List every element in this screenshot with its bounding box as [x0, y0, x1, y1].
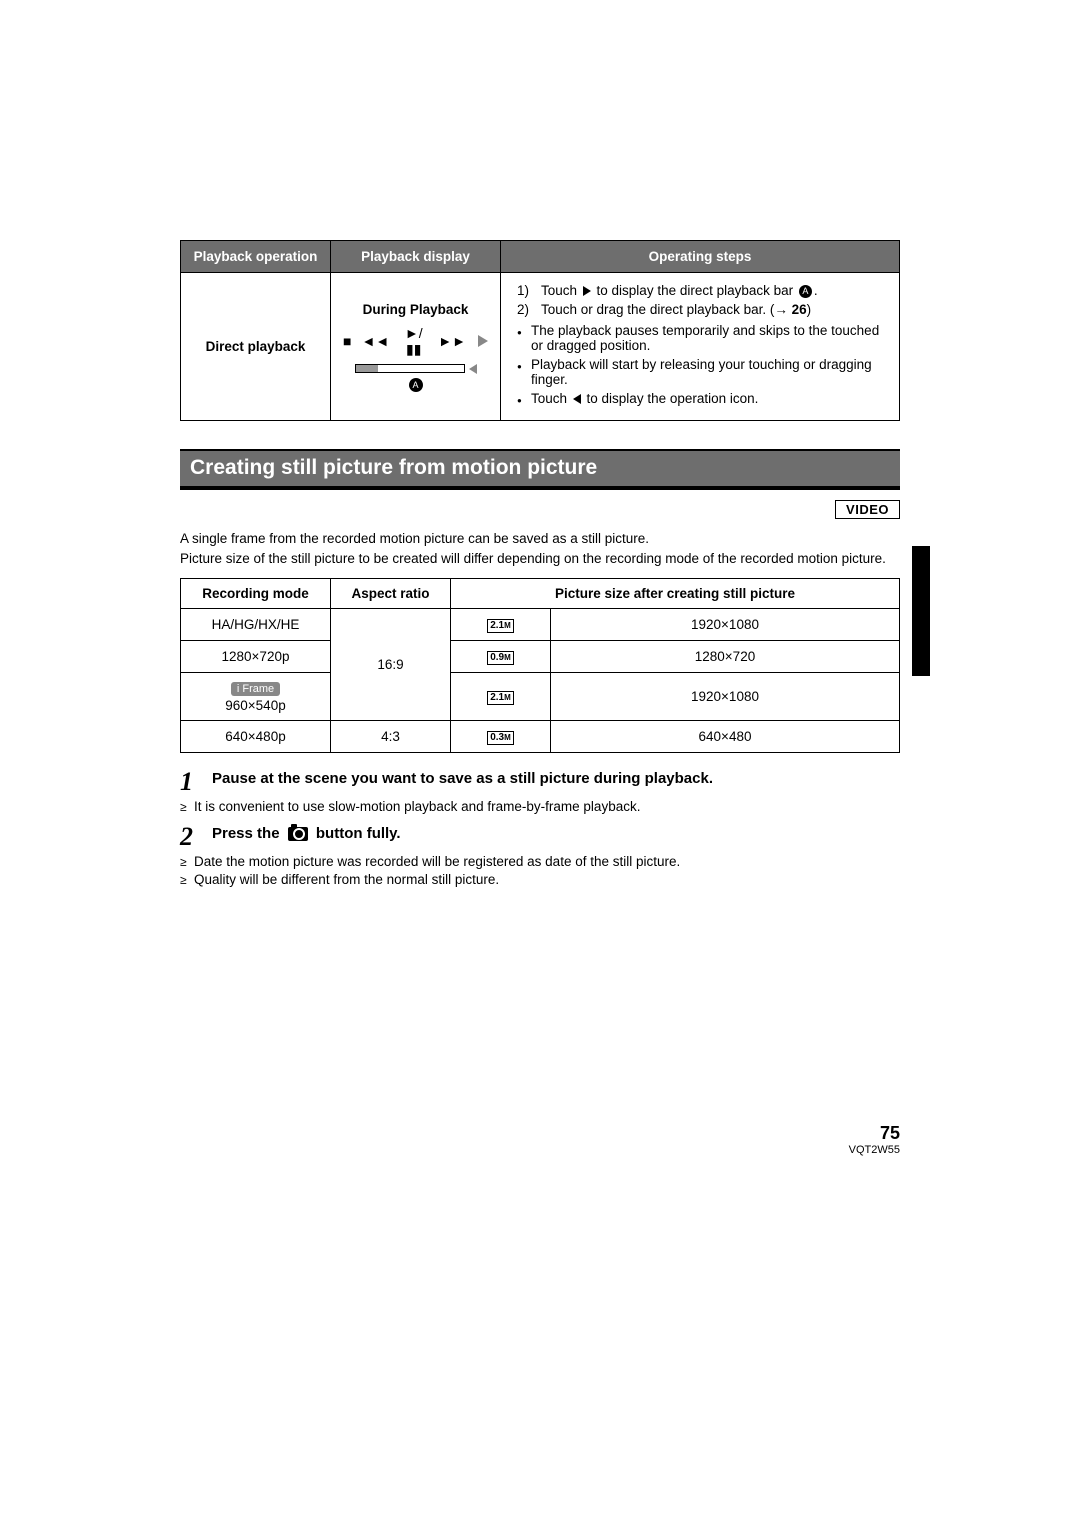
side-tab: [912, 546, 930, 676]
step-bullet: Date the motion picture was recorded wil…: [180, 854, 900, 869]
play-pause-icon: ►/▮▮: [399, 325, 428, 358]
page-number: 75: [849, 1123, 900, 1144]
mp-unit: M: [504, 693, 511, 702]
camera-icon: [288, 827, 308, 841]
step-close: ): [807, 302, 812, 317]
step-num: 1): [517, 283, 529, 298]
table-row: HA/HG/HX/HE 16:9 2.1M 1920×1080: [181, 609, 900, 641]
title-pre: Press the: [212, 825, 284, 842]
mp-value: 2.1: [490, 692, 504, 703]
step-num: 2): [517, 302, 529, 317]
page-footer: 75 VQT2W55: [849, 1123, 900, 1156]
th-steps: Operating steps: [501, 241, 900, 273]
intro-line: Picture size of the still picture to be …: [180, 549, 900, 569]
intro-line: A single frame from the recorded motion …: [180, 529, 900, 549]
stop-icon: ■: [343, 333, 351, 349]
cell-mode: i Frame 960×540p: [181, 673, 331, 721]
mp-unit: M: [504, 653, 511, 662]
mp-unit: M: [504, 733, 511, 742]
table-row: 1280×720p 0.9M 1280×720: [181, 641, 900, 673]
final-post: to display the operation icon.: [583, 391, 759, 406]
th-display: Playback display: [331, 241, 501, 273]
step-bullet-final: Touch to display the operation icon.: [517, 391, 887, 406]
progress-arrow-icon: [469, 364, 477, 374]
cell-mode: 1280×720p: [181, 641, 331, 673]
cell-mp: 2.1M: [451, 609, 551, 641]
table-row: i Frame 960×540p 2.1M 1920×1080: [181, 673, 900, 721]
cell-size: 1920×1080: [551, 673, 900, 721]
step-number: 2: [180, 824, 202, 850]
cell-steps: 1) Touch to display the direct playback …: [501, 273, 900, 421]
cell-size: 1920×1080: [551, 609, 900, 641]
th-mode: Recording mode: [181, 579, 331, 609]
step-bullet: Playback will start by releasing your to…: [517, 357, 887, 387]
cell-mp: 0.9M: [451, 641, 551, 673]
next-icon: [478, 335, 488, 347]
step-tail: .: [814, 283, 818, 298]
progress-fill: [356, 365, 378, 372]
cell-mode: HA/HG/HX/HE: [181, 609, 331, 641]
step-numbered-1: 1) Touch to display the direct playback …: [517, 283, 887, 298]
progress-bar-wrap: [343, 364, 488, 374]
iframe-badge: i Frame: [231, 682, 280, 696]
video-badge: VIDEO: [835, 500, 900, 519]
cell-mp: 2.1M: [451, 673, 551, 721]
table-row: 640×480p 4:3 0.3M 640×480: [181, 721, 900, 753]
final-pre: Touch: [531, 391, 571, 406]
step-1: 1 Pause at the scene you want to save as…: [180, 769, 900, 814]
th-operation: Playback operation: [181, 241, 331, 273]
mp-value: 2.1: [490, 620, 504, 631]
during-playback-label: During Playback: [343, 302, 488, 317]
step-bullet: It is convenient to use slow-motion play…: [180, 799, 900, 814]
step-2: 2 Press the button fully. Date the motio…: [180, 824, 900, 887]
play-arrow-icon: [583, 286, 591, 296]
forward-icon: ►►: [438, 333, 466, 349]
intro-text: A single frame from the recorded motion …: [180, 529, 900, 568]
step-bullet: Quality will be different from the norma…: [180, 872, 900, 887]
cell-size: 640×480: [551, 721, 900, 753]
cell-aspect: 4:3: [331, 721, 451, 753]
step-numbered-2: 2) Touch or drag the direct playback bar…: [517, 302, 887, 317]
rewind-icon: ◄◄: [361, 333, 389, 349]
cell-mode: 640×480p: [181, 721, 331, 753]
th-result: Picture size after creating still pictur…: [451, 579, 900, 609]
page-ref: → 26: [774, 302, 806, 317]
section-header: Creating still picture from motion pictu…: [180, 449, 900, 490]
player-controls: ■ ◄◄ ►/▮▮ ►►: [343, 325, 488, 358]
size-table: Recording mode Aspect ratio Picture size…: [180, 578, 900, 753]
mp-value: 0.9: [490, 652, 504, 663]
step-bullet: The playback pauses temporarily and skip…: [517, 323, 887, 353]
section-title: Creating still picture from motion pictu…: [190, 456, 890, 480]
cell-operation: Direct playback: [181, 273, 331, 421]
marker-a-inline-icon: A: [799, 285, 812, 298]
progress-bar: [355, 364, 465, 373]
step-title: Press the button fully.: [212, 824, 401, 844]
step-text: Touch or drag the direct playback bar. (: [541, 302, 774, 317]
marker-a-icon: A: [409, 378, 423, 392]
mp-unit: M: [504, 621, 511, 630]
cell-aspect: 16:9: [331, 609, 451, 721]
step-text-post: to display the direct playback bar: [593, 283, 797, 298]
mode-sub: 960×540p: [225, 698, 285, 713]
cell-size: 1280×720: [551, 641, 900, 673]
title-post: button fully.: [312, 825, 401, 842]
th-aspect: Aspect ratio: [331, 579, 451, 609]
cell-display: During Playback ■ ◄◄ ►/▮▮ ►► A: [331, 273, 501, 421]
step-title: Pause at the scene you want to save as a…: [212, 769, 713, 789]
step-number: 1: [180, 769, 202, 795]
doc-code: VQT2W55: [849, 1144, 900, 1156]
back-arrow-icon: [573, 394, 581, 404]
step-text-pre: Touch: [541, 283, 581, 298]
playback-table: Playback operation Playback display Oper…: [180, 240, 900, 421]
cell-mp: 0.3M: [451, 721, 551, 753]
mp-value: 0.3: [490, 732, 504, 743]
